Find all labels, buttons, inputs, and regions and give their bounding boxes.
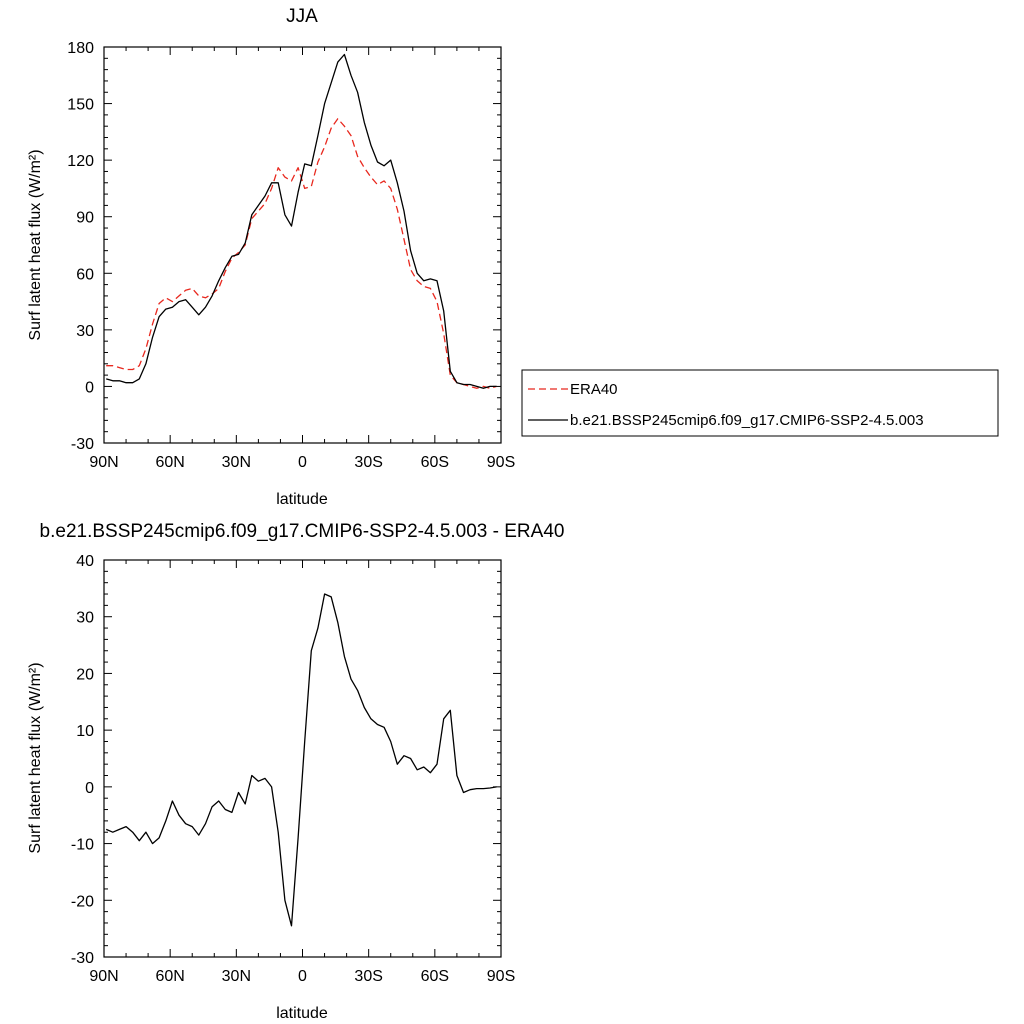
top-axis-ticks: 90N 60N 30N 0 30S 60S 90S -30 0 30 60 90 120 150 180 [67, 40, 515, 471]
top-x-tick-label: 30N [222, 454, 251, 471]
bottom-x-tick-label: 90N [89, 968, 118, 985]
bottom-y-axis-title: Surf latent heat flux (W/m²) [27, 662, 44, 853]
top-plot-frame [103, 46, 502, 444]
bottom-axis-ticks: 90N 60N 30N 0 30S 60S 90S -30 -20 -10 0 10 20 30 40 [71, 553, 515, 985]
top-x-tick-label: 90S [487, 454, 515, 471]
top-x-tick-label: 60S [421, 454, 449, 471]
bottom-series-group [105, 593, 497, 927]
legend-label-model: b.e21.BSSP245cmip6.f09_g17.CMIP6-SSP2-4.… [570, 412, 924, 429]
bottom-chart: b.e21.BSSP245cmip6.f09_g17.CMIP6-SSP2-4.… [27, 521, 564, 1022]
top-series-group [106, 53, 497, 389]
top-y-axis-title: Surf latent heat flux (W/m²) [27, 149, 44, 340]
series-line-difference [105, 593, 497, 927]
top-y-tick-label: -30 [71, 436, 94, 453]
series-line-model [106, 53, 497, 389]
bottom-x-tick-label: 90S [487, 968, 515, 985]
top-y-tick-label: 180 [67, 40, 94, 57]
bottom-y-tick-label: -10 [71, 837, 94, 854]
bottom-y-tick-label: -20 [71, 893, 94, 910]
bottom-x-axis-title: latitude [276, 1005, 328, 1022]
top-x-axis-title: latitude [276, 491, 328, 508]
bottom-x-tick-label: 0 [298, 968, 307, 985]
bottom-y-tick-label: 30 [76, 610, 94, 627]
bottom-chart-title: b.e21.BSSP245cmip6.f09_g17.CMIP6-SSP2-4.… [40, 521, 565, 542]
bottom-x-tick-label: 60S [421, 968, 449, 985]
bottom-y-tick-label: 0 [85, 780, 94, 797]
top-chart: JJA 90N 60N 30N 0 30S 60S 90S -30 0 30 60 90 120 150 1… [27, 6, 515, 508]
top-chart-title: JJA [286, 6, 318, 27]
top-y-tick-label: 30 [76, 323, 94, 340]
top-y-tick-label: 120 [67, 153, 94, 170]
top-y-tick-label: 60 [76, 266, 94, 283]
bottom-y-tick-label: -30 [71, 950, 94, 967]
legend-label-era40: ERA40 [570, 381, 618, 398]
legend: ERA40 b.e21.BSSP245cmip6.f09_g17.CMIP6-S… [521, 369, 999, 437]
top-x-tick-label: 0 [298, 454, 307, 471]
bottom-x-tick-label: 30N [222, 968, 251, 985]
top-x-tick-label: 30S [354, 454, 382, 471]
bottom-y-tick-label: 40 [76, 553, 94, 570]
top-x-tick-label: 90N [89, 454, 118, 471]
bottom-y-tick-label: 20 [76, 666, 94, 683]
bottom-y-tick-label: 10 [76, 723, 94, 740]
bottom-x-tick-label: 30S [354, 968, 382, 985]
top-y-tick-label: 90 [76, 210, 94, 227]
top-y-tick-label: 0 [85, 379, 94, 396]
top-y-tick-label: 150 [67, 97, 94, 114]
legend-box [521, 369, 999, 437]
bottom-plot-frame [103, 559, 502, 958]
series-line-era40 [106, 118, 497, 389]
top-x-tick-label: 60N [155, 454, 184, 471]
bottom-x-tick-label: 60N [155, 968, 184, 985]
